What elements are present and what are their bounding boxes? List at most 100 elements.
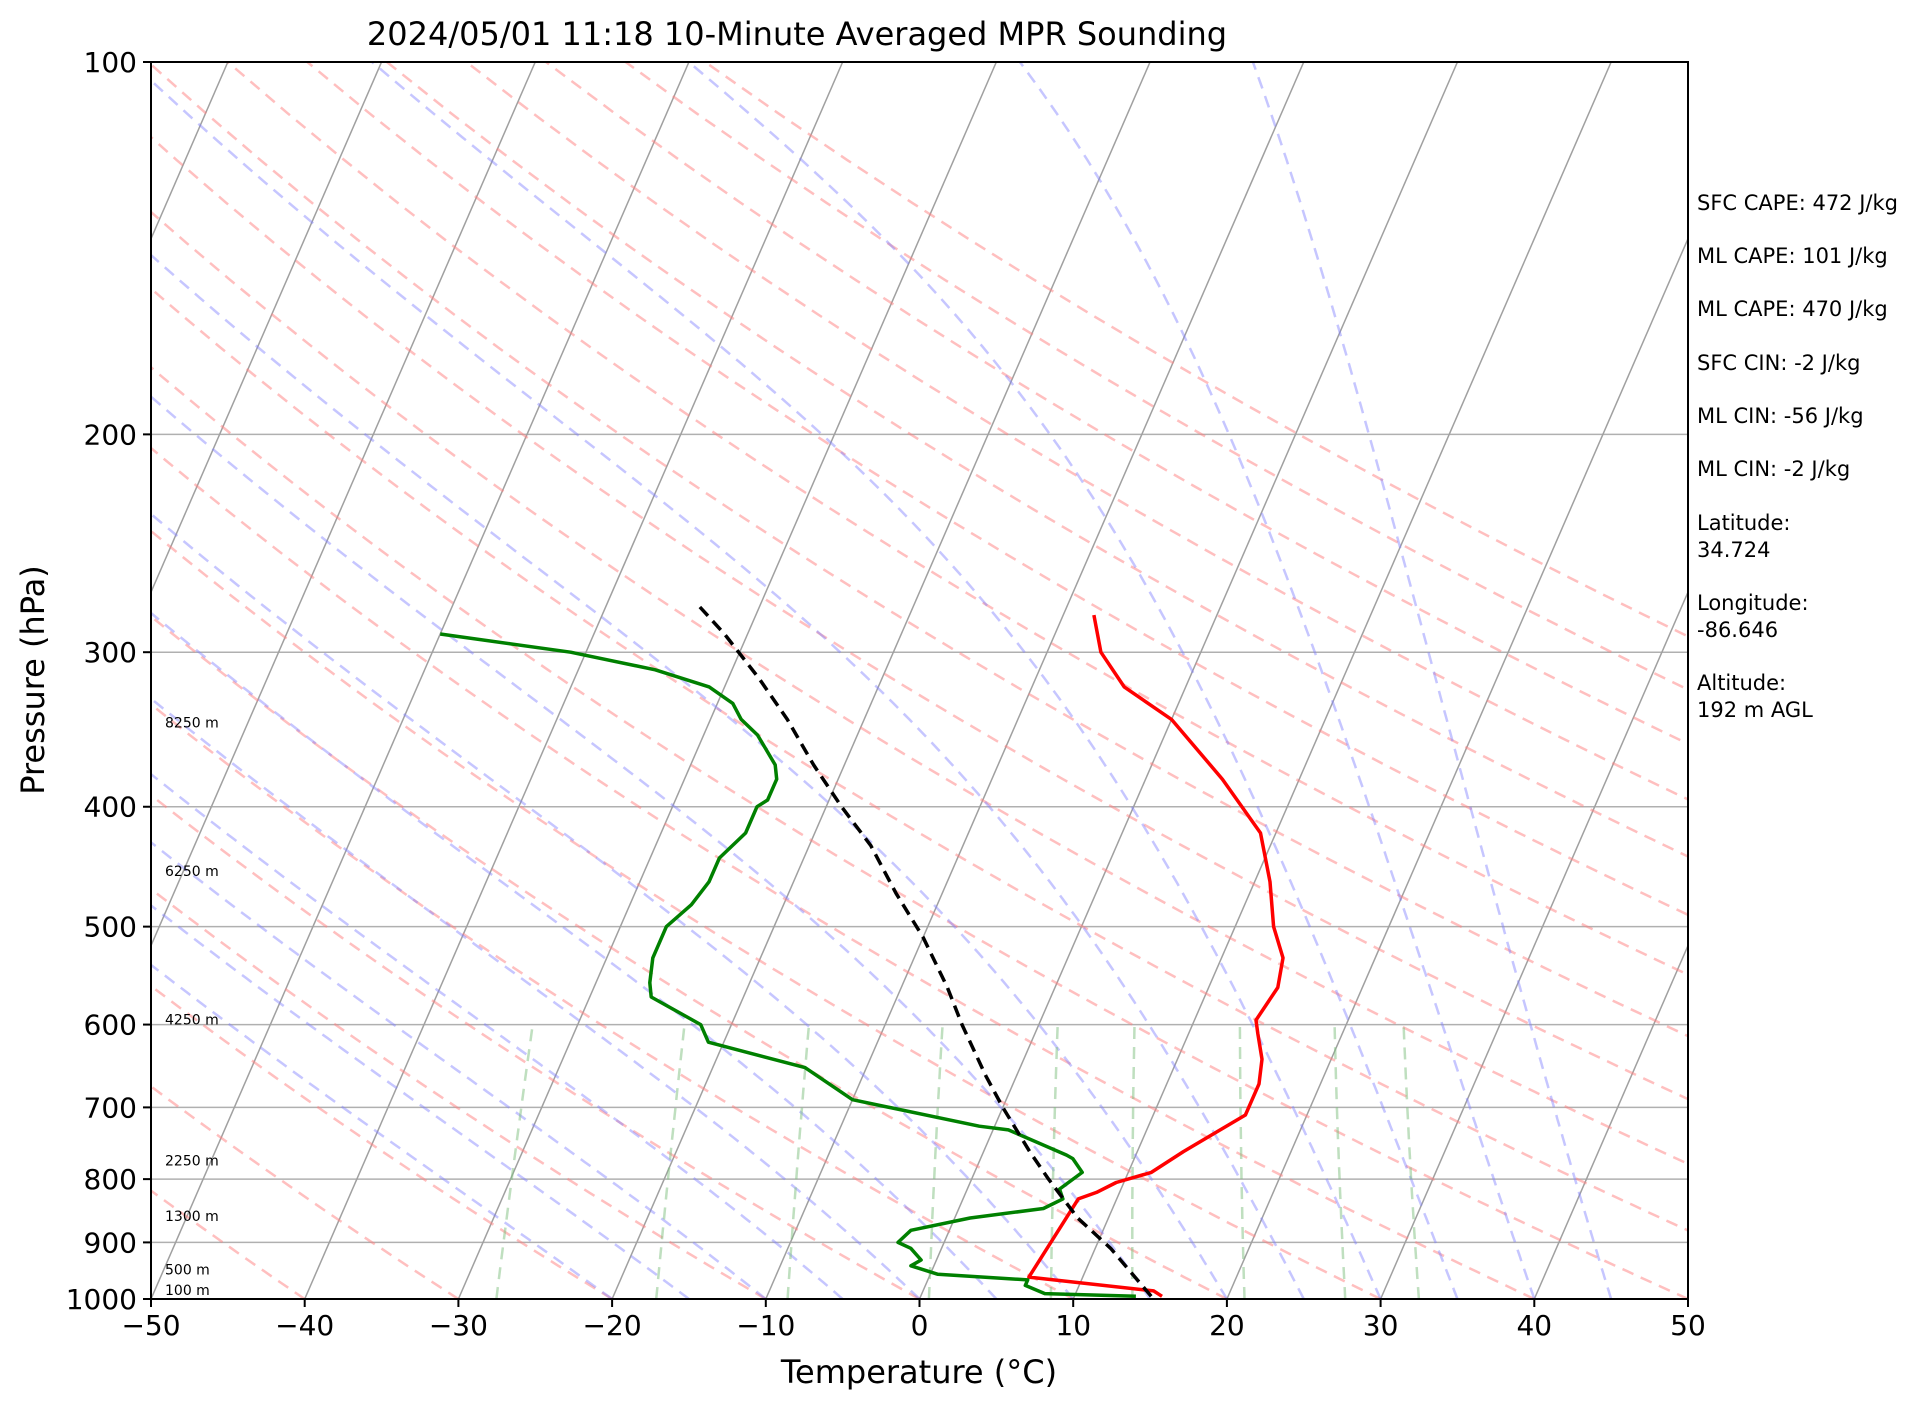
y-tick-label: 100 xyxy=(84,46,137,79)
temperature-profile-line xyxy=(1027,614,1285,1298)
moist-adiabat-line xyxy=(151,963,613,1299)
dry-adiabat-line xyxy=(226,62,1688,977)
parcel-profile-line xyxy=(697,604,1153,1298)
height-label: 4250 m xyxy=(165,1013,219,1029)
latitude-value: 34.724 xyxy=(1697,538,1770,562)
x-tick-label: 50 xyxy=(1670,1309,1706,1342)
x-tick-label: 20 xyxy=(1209,1309,1245,1342)
dry-adiabat-line xyxy=(151,984,613,1299)
dry-adiabat-line xyxy=(306,62,1688,917)
ml-cin-text-2: ML CIN: -2 J/kg xyxy=(1697,457,1850,481)
grid-layer xyxy=(151,62,1688,1299)
x-tick-label: 40 xyxy=(1516,1309,1552,1342)
series-layer xyxy=(439,604,1285,1299)
y-tick-label: 800 xyxy=(84,1163,137,1196)
dry-adiabat-line xyxy=(151,365,1688,1299)
isotherm-line xyxy=(1072,62,1612,1299)
dry-adiabat-line xyxy=(545,62,1688,746)
dry-adiabat-line xyxy=(151,62,1688,1038)
height-label: 100 m xyxy=(165,1283,210,1299)
y-tick-label: 900 xyxy=(84,1226,137,1259)
dry-adiabat-line xyxy=(151,286,1688,1232)
x-tick-label: −50 xyxy=(121,1309,180,1342)
longitude-label: Longitude: xyxy=(1697,591,1809,615)
dewpoint-profile-line xyxy=(439,632,1136,1299)
dry-adiabat-line xyxy=(465,62,1688,801)
y-tick-label: 200 xyxy=(84,418,137,451)
isotherm-line xyxy=(457,62,998,1299)
moist-adiabat-line xyxy=(151,611,998,1299)
x-tick-label: −10 xyxy=(736,1309,795,1342)
moist-adiabat-line xyxy=(1018,62,1536,1299)
moist-adiabat-line xyxy=(151,253,1228,1299)
longitude-value: -86.646 xyxy=(1697,618,1778,642)
chart-title: 2024/05/01 11:18 10-Minute Averaged MPR … xyxy=(367,15,1227,53)
moist-adiabat-line xyxy=(687,62,1459,1299)
mixing-ratio-line xyxy=(654,1024,686,1299)
y-tick-label: 700 xyxy=(84,1091,137,1124)
dry-adiabat-line xyxy=(151,887,767,1299)
x-tick-label: 10 xyxy=(1055,1309,1091,1342)
height-label: 8250 m xyxy=(165,715,219,731)
sfc-cape-text: SFC CAPE: 472 J/kg xyxy=(1697,191,1898,215)
mixing-ratio-line xyxy=(1402,1024,1421,1299)
x-tick-label: −30 xyxy=(429,1309,488,1342)
height-labels: 8250 m 6250 m 4250 m 2250 m 1300 m 500 m 100 m xyxy=(165,715,219,1299)
dry-adiabat-line xyxy=(704,62,1688,638)
mixing-ratio-line xyxy=(1333,1024,1347,1299)
ml-cape-text-1: ML CAPE: 101 J/kg xyxy=(1697,244,1888,268)
moist-adiabat-line xyxy=(1251,62,1613,1299)
isotherm-line xyxy=(304,62,844,1299)
isotherm-line xyxy=(918,62,1459,1299)
x-tick-label: 30 xyxy=(1363,1309,1399,1342)
x-tick-label: −40 xyxy=(275,1309,334,1342)
mixing-ratio-line xyxy=(927,1024,944,1299)
x-tick-label: 0 xyxy=(911,1309,929,1342)
dry-adiabat-line xyxy=(151,614,1228,1299)
dry-adiabat-line xyxy=(151,135,1688,1101)
mixing-ratio-line xyxy=(1049,1024,1059,1299)
ml-cin-text-1: ML CIN: -56 J/kg xyxy=(1697,404,1864,428)
height-label: 1300 m xyxy=(165,1209,219,1225)
moist-adiabat-line xyxy=(151,903,690,1299)
dry-adiabat-line xyxy=(151,446,1535,1299)
dry-adiabat-line xyxy=(151,210,1688,1166)
mixing-ratio-line xyxy=(786,1024,811,1299)
ml-cape-text-2: ML CAPE: 470 J/kg xyxy=(1697,297,1888,321)
y-tick-label: 1000 xyxy=(66,1283,137,1316)
x-tick-label: −20 xyxy=(583,1309,642,1342)
height-label: 6250 m xyxy=(165,864,219,880)
y-axis-ticks: 100 200 300 400 500 600 700 800 900 1000 xyxy=(66,46,151,1316)
x-axis-ticks: −50 −40 −30 −20 −10 0 10 20 30 40 50 xyxy=(121,1299,1706,1342)
moist-adiabat-line xyxy=(151,772,844,1299)
isotherm-line xyxy=(765,62,1305,1299)
altitude-label: Altitude: xyxy=(1697,671,1786,695)
isotherm-line xyxy=(151,62,383,595)
dry-adiabat-line xyxy=(151,1084,460,1299)
isotherm-line xyxy=(151,62,536,948)
sfc-cin-text: SFC CIN: -2 J/kg xyxy=(1697,351,1860,375)
isotherm-line xyxy=(1533,943,1688,1299)
dry-adiabat-line xyxy=(151,702,1074,1299)
mixing-ratio-line xyxy=(1238,1024,1246,1299)
isotherm-line xyxy=(611,62,1151,1299)
moist-adiabat-line xyxy=(371,62,1382,1299)
isotherm-line xyxy=(151,62,690,1299)
moist-adiabat-line xyxy=(151,512,1075,1299)
height-label: 2250 m xyxy=(165,1154,219,1170)
dry-adiabat-line xyxy=(151,793,921,1299)
y-tick-label: 500 xyxy=(84,911,137,944)
latitude-label: Latitude: xyxy=(1697,511,1791,535)
moist-adiabat-line xyxy=(151,696,921,1299)
y-tick-label: 600 xyxy=(84,1009,137,1042)
moist-adiabat-line xyxy=(151,395,1152,1299)
sounding-info-panel: SFC CAPE: 472 J/kg ML CAPE: 101 J/kg ML … xyxy=(1697,191,1898,722)
isotherm-line xyxy=(1379,590,1688,1299)
height-label: 500 m xyxy=(165,1262,210,1278)
x-axis-label: Temperature (°C) xyxy=(780,1353,1057,1391)
y-tick-label: 400 xyxy=(84,791,137,824)
y-axis-label: Pressure (hPa) xyxy=(14,565,52,795)
altitude-value: 192 m AGL xyxy=(1697,698,1813,722)
